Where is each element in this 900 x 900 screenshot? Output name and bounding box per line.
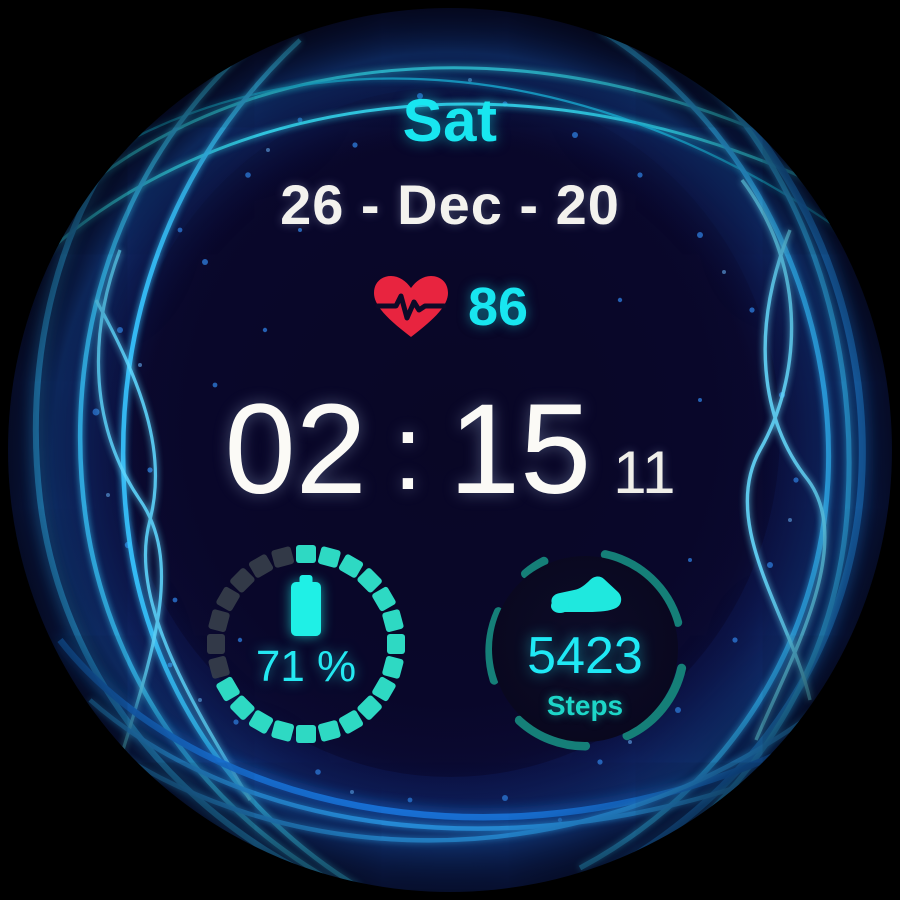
battery-segment-filled [372,676,396,702]
battery-segment-filled [317,720,341,742]
battery-segment-filled [296,545,316,563]
steps-progress-ring [485,550,687,751]
battery-segment-empty [207,634,225,654]
battery-segment-empty [230,568,255,593]
steps-label: Steps [546,690,624,721]
battery-percent-label: 71 % [255,642,357,691]
shoe-icon [551,576,622,613]
battery-segment-filled [382,655,404,679]
battery-segment-filled [271,720,295,742]
battery-segment-filled [317,546,341,568]
battery-segment-ring [207,545,405,743]
battery-segment-empty [208,609,230,633]
steps-complication[interactable]: 5423 Steps [478,542,692,756]
steps-value: 5423 [527,627,643,685]
battery-segment-filled [338,554,364,578]
battery-segment-filled [387,634,405,654]
battery-segment-filled [372,586,396,612]
battery-segment-filled [357,695,382,720]
battery-segment-filled [296,725,316,743]
battery-segment-empty [271,546,295,568]
battery-complication[interactable]: 71 % [192,530,420,758]
battery-segment-filled [230,695,255,720]
battery-segment-filled [357,568,382,593]
battery-segment-empty [216,586,240,612]
battery-icon [291,582,321,636]
battery-segment-filled [248,710,274,734]
watch-face-circle [8,8,892,892]
battery-segment-filled [338,710,364,734]
battery-segment-filled [216,676,240,702]
battery-segment-empty [248,554,274,578]
battery-segment-empty [208,655,230,679]
battery-segment-filled [382,609,404,633]
